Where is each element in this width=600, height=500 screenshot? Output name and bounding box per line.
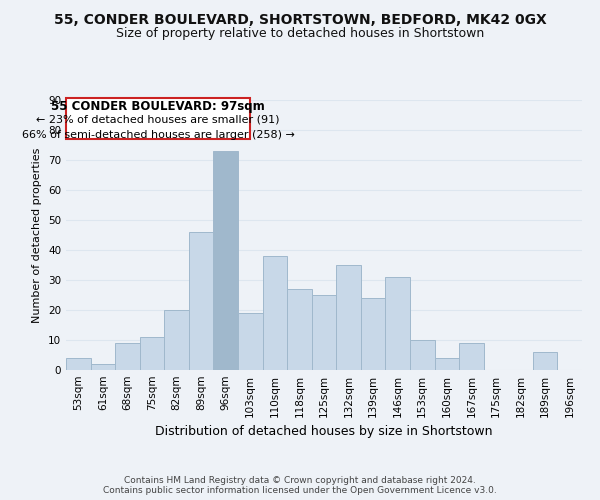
Bar: [459, 343, 484, 370]
Bar: [410, 340, 434, 370]
Bar: [263, 256, 287, 370]
Text: Size of property relative to detached houses in Shortstown: Size of property relative to detached ho…: [116, 28, 484, 40]
Y-axis label: Number of detached properties: Number of detached properties: [32, 148, 43, 322]
Bar: [287, 289, 312, 370]
Bar: [533, 352, 557, 370]
Text: Contains HM Land Registry data © Crown copyright and database right 2024.: Contains HM Land Registry data © Crown c…: [124, 476, 476, 485]
Bar: [66, 358, 91, 370]
Text: Contains public sector information licensed under the Open Government Licence v3: Contains public sector information licen…: [103, 486, 497, 495]
Bar: [385, 277, 410, 370]
Bar: [336, 265, 361, 370]
Bar: [140, 337, 164, 370]
Bar: [164, 310, 189, 370]
Text: 66% of semi-detached houses are larger (258) →: 66% of semi-detached houses are larger (…: [22, 130, 295, 140]
Bar: [214, 151, 238, 370]
Text: ← 23% of detached houses are smaller (91): ← 23% of detached houses are smaller (91…: [37, 115, 280, 125]
Text: 55 CONDER BOULEVARD: 97sqm: 55 CONDER BOULEVARD: 97sqm: [51, 100, 265, 113]
Bar: [115, 343, 140, 370]
Text: 55, CONDER BOULEVARD, SHORTSTOWN, BEDFORD, MK42 0GX: 55, CONDER BOULEVARD, SHORTSTOWN, BEDFOR…: [53, 12, 547, 26]
Bar: [189, 232, 214, 370]
Bar: [238, 313, 263, 370]
X-axis label: Distribution of detached houses by size in Shortstown: Distribution of detached houses by size …: [155, 426, 493, 438]
Bar: [361, 298, 385, 370]
Bar: [312, 295, 336, 370]
Bar: [91, 364, 115, 370]
Bar: [434, 358, 459, 370]
